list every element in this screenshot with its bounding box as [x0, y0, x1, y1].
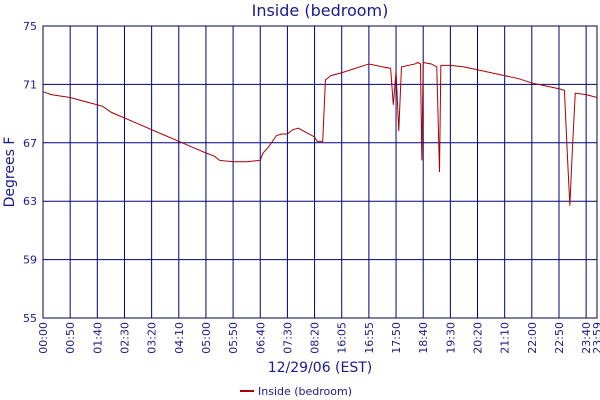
y-tick-label: 55 — [23, 312, 37, 325]
x-tick-label: 04:10 — [173, 322, 186, 354]
x-tick-label: 17:50 — [390, 322, 403, 354]
x-tick-label: 00:50 — [64, 322, 77, 354]
x-tick-label: 16:05 — [336, 322, 349, 354]
x-tick-label: 20:20 — [472, 322, 485, 354]
y-tick-label: 71 — [23, 78, 37, 91]
x-tick-label: 05:50 — [227, 322, 240, 354]
x-tick-label: 00:00 — [37, 322, 50, 354]
x-axis-title: 12/29/06 (EST) — [268, 360, 373, 376]
y-tick-label: 59 — [23, 254, 37, 267]
x-tick-label: 16:55 — [363, 322, 376, 354]
x-tick-label: 21:10 — [499, 322, 512, 354]
x-tick-label: 22:00 — [526, 322, 539, 354]
x-tick-label: 18:40 — [417, 322, 430, 354]
y-tick-label: 63 — [23, 195, 37, 208]
x-tick-label: 02:30 — [118, 322, 131, 354]
x-tick-label: 01:40 — [91, 322, 104, 354]
line — [42, 61, 598, 206]
x-tick-label: 23:59 — [591, 322, 600, 354]
x-tick-label: 22:50 — [553, 322, 566, 354]
y-tick-label: 75 — [23, 20, 37, 33]
chart-title: Inside (bedroom) — [252, 1, 389, 20]
x-tick-label: 07:30 — [281, 322, 294, 354]
x-tick-label: 19:30 — [444, 322, 457, 354]
x-tick-label: 08:20 — [309, 322, 322, 354]
y-tick-label: 67 — [23, 137, 37, 150]
y-axis-title: Degrees F — [2, 137, 18, 208]
x-tick-label: 05:00 — [200, 322, 213, 354]
x-tick-label: 06:40 — [254, 322, 267, 354]
x-tick-label: 23:40 — [580, 322, 593, 354]
plot-frame — [42, 25, 598, 319]
legend-label: Inside (bedroom) — [258, 385, 352, 398]
x-tick-label: 03:20 — [146, 322, 159, 354]
